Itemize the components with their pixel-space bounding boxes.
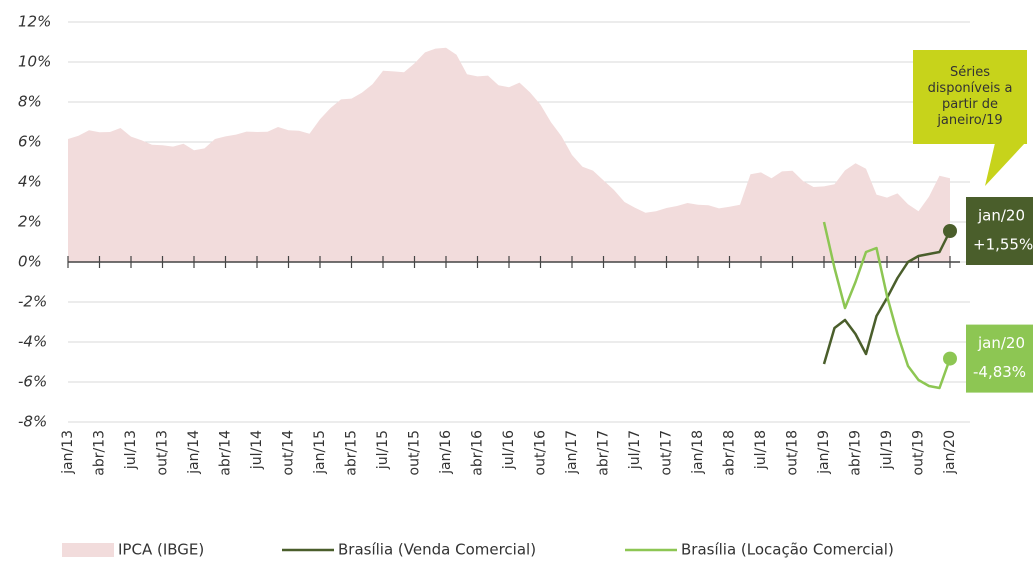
- end-label-value: +1,55%: [973, 236, 1033, 254]
- x-tick-label: jul/18: [753, 430, 769, 470]
- x-tick-label: jan/18: [690, 430, 706, 475]
- x-tick-label: abr/14: [218, 430, 234, 476]
- annotation-box: [913, 50, 1027, 144]
- x-tick-label: jul/19: [879, 430, 895, 470]
- end-label-value: -4,83%: [973, 363, 1026, 381]
- annotation: Séries disponíveis a partir de janeiro/1…: [927, 65, 1013, 128]
- x-tick-label: jan/17: [564, 430, 580, 475]
- end-label-date: jan/20: [977, 334, 1025, 352]
- y-tick-label: 8%: [18, 93, 42, 111]
- y-tick-label: 10%: [18, 53, 51, 71]
- x-tick-label: jul/14: [249, 430, 265, 470]
- line: [822, 221, 952, 390]
- x-tick-label: jan/19: [816, 430, 832, 475]
- x-tick-label: abr/17: [596, 430, 612, 476]
- legend-swatch: [62, 543, 114, 557]
- y-tick-label: 2%: [18, 213, 42, 231]
- y-tick-label: -2%: [18, 293, 47, 311]
- x-tick-label: abr/13: [92, 430, 108, 476]
- y-tick-label: 0%: [18, 253, 42, 271]
- legend-label: Brasília (Locação Comercial): [681, 541, 894, 559]
- y-tick-label: 12%: [18, 13, 51, 31]
- y-tick-label: -6%: [18, 373, 47, 391]
- x-tick-label: abr/18: [722, 430, 738, 476]
- y-tick-label: 4%: [18, 173, 42, 191]
- x-tick-label: out/15: [407, 430, 423, 475]
- x-tick-label: jul/15: [375, 430, 391, 470]
- x-tick-label: out/14: [281, 430, 297, 476]
- x-tick-label: jan/15: [312, 430, 328, 475]
- area: [68, 47, 950, 262]
- x-tick-label: abr/19: [848, 430, 864, 476]
- x-tick-label: out/17: [659, 430, 675, 475]
- end-label-box: [966, 197, 1033, 265]
- x-tick-label: out/13: [155, 430, 171, 475]
- x-tick-label: jan/14: [186, 430, 202, 475]
- x-tick-label: abr/16: [470, 430, 486, 476]
- x-tick-label: jan/13: [60, 430, 76, 475]
- x-tick-label: jul/16: [501, 430, 517, 470]
- x-tick-label: abr/15: [344, 430, 360, 476]
- x-tick-label: out/19: [911, 430, 927, 475]
- annotation-pointer: [985, 143, 1025, 186]
- y-tick-label: -4%: [18, 333, 47, 351]
- end-point: [943, 224, 957, 238]
- x-tick-label: jul/13: [123, 430, 139, 470]
- y-tick-label: 6%: [18, 133, 42, 151]
- x-tick-label: jan/20: [942, 430, 958, 475]
- legend-label: Brasília (Venda Comercial): [338, 541, 536, 559]
- y-tick-label: -8%: [18, 413, 47, 431]
- end-label-date: jan/20: [977, 207, 1025, 225]
- x-tick-label: jan/16: [438, 430, 454, 475]
- x-tick-label: jul/17: [627, 430, 643, 470]
- x-tick-label: out/18: [785, 430, 801, 475]
- end-label-box: [966, 324, 1033, 393]
- x-tick-label: out/16: [533, 430, 549, 476]
- legend-label: IPCA (IBGE): [118, 541, 204, 559]
- end-point: [943, 351, 957, 366]
